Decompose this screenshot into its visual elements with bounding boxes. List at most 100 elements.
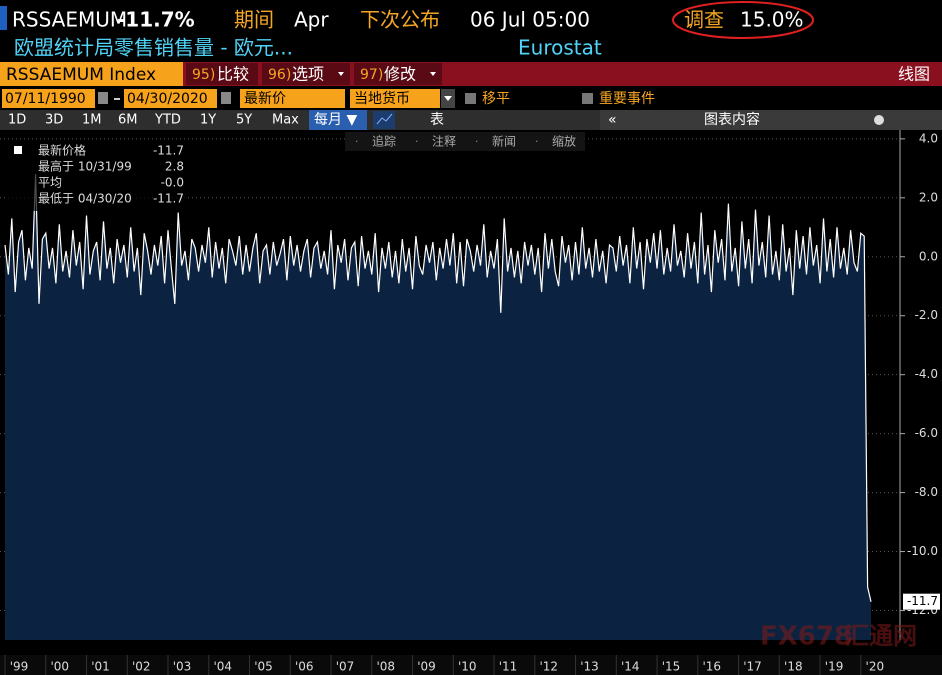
x-tick-label: '05 <box>254 660 273 674</box>
tools-bar <box>345 132 585 151</box>
tools: · 追踪 · 注释 · 新闻 · 缩放 <box>355 134 576 149</box>
icon <box>376 113 393 125</box>
watermark: FX678 <box>760 622 852 652</box>
checkbox[interactable] <box>465 93 476 104</box>
dash <box>114 98 120 100</box>
y-tick-label: 4.0 <box>919 131 938 145</box>
x-tick-label: '18 <box>784 660 803 674</box>
area <box>5 174 871 640</box>
x-tick-label: '17 <box>743 660 762 674</box>
ticker: RSSAEMUM <box>12 8 127 32</box>
button[interactable] <box>186 63 258 85</box>
legend-label: 最新价格 <box>38 143 86 158</box>
highlight <box>672 1 814 39</box>
survey-label: 调查 <box>684 8 724 32</box>
buttons: 95) 比较 96) 选项 97) 修改 <box>186 63 442 85</box>
collapse[interactable]: « <box>608 112 617 128</box>
ranges: 1D 3D 1M 6M YTD 1Y 5Y Max <box>8 113 299 128</box>
x-tick-label: '99 <box>10 660 29 674</box>
tool[interactable]: 缩放 <box>552 134 576 149</box>
x-tick-label: '20 <box>866 660 885 674</box>
tool-icon: · <box>415 135 419 148</box>
range-button[interactable]: 1D <box>8 113 26 128</box>
legend-value: -11.7 <box>153 144 184 158</box>
x-tick-label: '08 <box>376 660 395 674</box>
legend-label: 最低于 04/30/20 <box>38 192 132 206</box>
dropdown <box>444 96 452 101</box>
button[interactable] <box>354 63 442 85</box>
legend-value: 2.8 <box>165 160 184 174</box>
last-value: -11.7% <box>117 8 195 32</box>
last-value-box <box>903 593 940 610</box>
y-tick-label: -4.0 <box>915 367 938 381</box>
y-tick-label: -10.0 <box>907 544 938 558</box>
calendar-icon[interactable] <box>98 92 108 104</box>
watermark: 汇通网 <box>845 622 917 650</box>
dropdown <box>338 72 344 76</box>
y-tick-label: -2.0 <box>915 308 938 322</box>
x-tick-label: '13 <box>580 660 599 674</box>
x-tick-label: '11 <box>499 660 518 674</box>
settings[interactable] <box>874 115 884 125</box>
frequency-select[interactable] <box>309 110 367 130</box>
legend-label: 平均 <box>38 176 62 190</box>
legend-box <box>8 141 188 211</box>
security-box[interactable] <box>0 62 183 86</box>
x-tick-label: '04 <box>213 660 232 674</box>
next-release: 06 Jul 05:00 <box>470 8 590 32</box>
legend-swatch <box>14 146 22 154</box>
range-button[interactable]: 5Y <box>236 113 252 128</box>
date-input[interactable] <box>2 89 95 108</box>
plot: 4.02.00.0-2.0-4.0-6.0-8.0-10.0-12.0-11.7… <box>0 130 942 675</box>
price-select[interactable] <box>240 89 345 108</box>
legend: 最新价格 -11.7 最高于 10/31/99 2.8 平均 -0.0 最低于 04/30/… <box>14 143 184 206</box>
x-tick-label: '07 <box>336 660 355 674</box>
date-input[interactable] <box>124 89 217 108</box>
range-button[interactable]: 6M <box>118 113 138 128</box>
price: 最新价 <box>244 91 286 107</box>
tool[interactable]: 追踪 <box>372 134 396 149</box>
y-tick-label: -6.0 <box>915 426 938 440</box>
table-btn[interactable]: 表 <box>430 112 444 128</box>
view[interactable]: 线图 <box>898 65 930 84</box>
content-bar <box>600 110 942 130</box>
button-label: 比较 <box>217 65 249 84</box>
dropdown <box>430 72 436 76</box>
frequency: 每月 ▼ <box>314 112 357 128</box>
currency-select[interactable] <box>350 89 440 108</box>
button-label: 选项 <box>292 65 324 84</box>
range-button[interactable]: 1Y <box>200 113 216 128</box>
button-label: 修改 <box>384 65 416 84</box>
range-button[interactable]: Max <box>272 113 299 128</box>
source: Eurostat <box>518 36 602 60</box>
y-tick-label: 2.0 <box>919 190 938 204</box>
line <box>4 174 872 602</box>
x-tick-label: '00 <box>50 660 69 674</box>
description: 欧盟统计局零售销售量 - 欧元... <box>14 36 293 60</box>
x-tick-label: '15 <box>662 660 681 674</box>
survey: 15.0% <box>740 8 804 32</box>
tool-icon: · <box>475 135 479 148</box>
checkbox[interactable] <box>582 93 593 104</box>
range-button[interactable]: YTD <box>154 113 181 128</box>
range-button[interactable]: 3D <box>45 113 63 128</box>
x-tick-label: '09 <box>417 660 436 674</box>
button-num: 97) <box>360 67 383 83</box>
currency: 当地货币 <box>354 90 410 107</box>
content[interactable]: 图表内容 <box>704 111 760 128</box>
tool[interactable]: 注释 <box>432 134 456 149</box>
end-date: 04/30/2020 <box>127 91 208 107</box>
tool[interactable]: 新闻 <box>492 134 516 149</box>
x-tick-label: '19 <box>825 660 844 674</box>
range-button[interactable]: 1M <box>82 113 102 128</box>
button-num: 95) <box>192 67 215 83</box>
period: Apr <box>294 8 329 32</box>
x-tick-label: '01 <box>91 660 110 674</box>
button[interactable] <box>262 63 350 85</box>
calendar-icon[interactable] <box>221 92 231 104</box>
period-label: 期间 <box>234 8 274 32</box>
legend-label: 最高于 10/31/99 <box>38 159 132 174</box>
x-tick-label: '06 <box>295 660 314 674</box>
x-tick-label: '16 <box>703 660 722 674</box>
